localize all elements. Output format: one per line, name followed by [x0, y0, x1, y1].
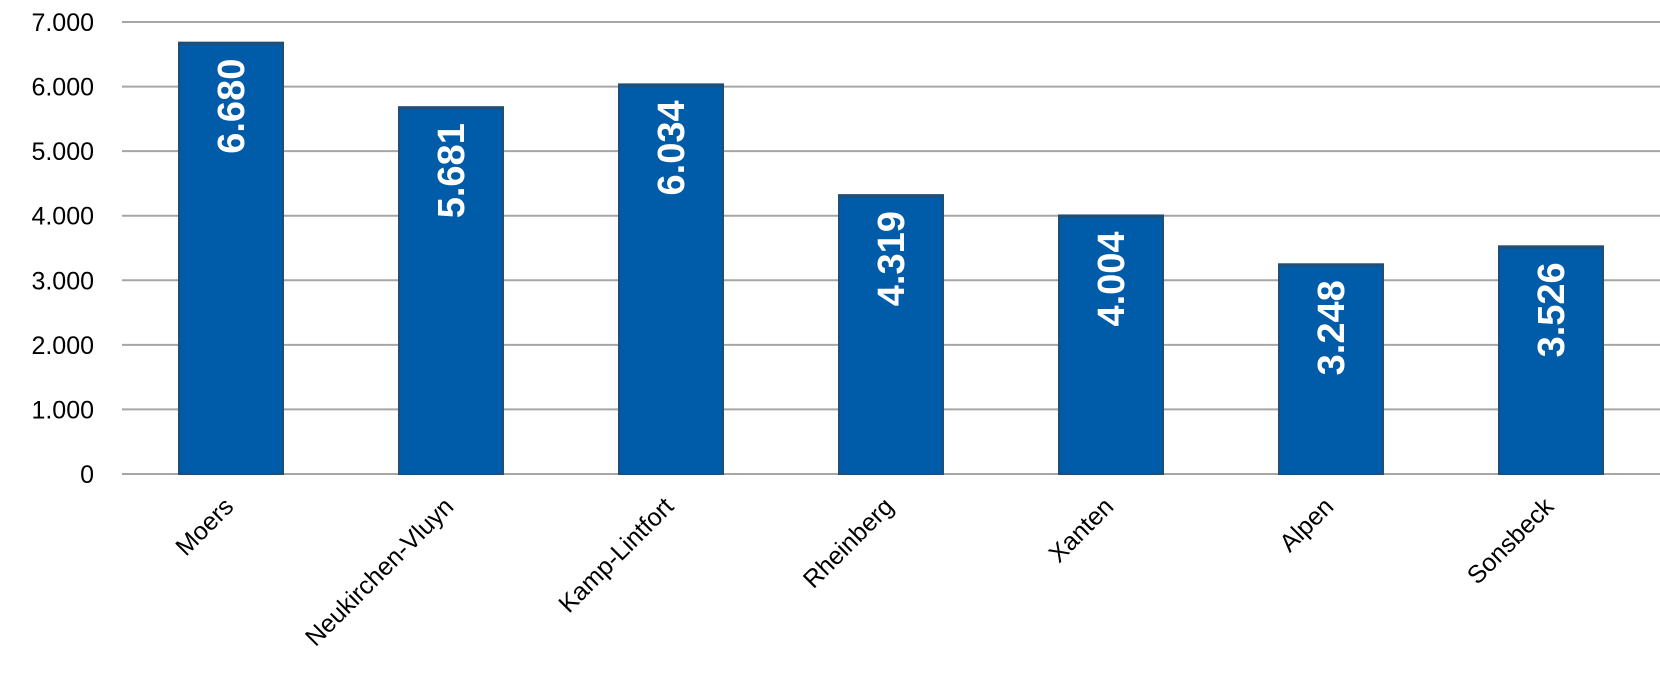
bar-group: 5.681	[398, 106, 504, 476]
bar-group: 3.248	[1278, 263, 1384, 475]
bar	[178, 41, 284, 475]
bar-data-label: 6.680	[211, 59, 253, 154]
y-tick-label: 4.000	[31, 203, 94, 231]
bar-group: 4.319	[838, 194, 944, 475]
bar	[1058, 214, 1164, 475]
y-tick-label: 6.000	[31, 74, 94, 102]
x-tick-label: Rheinberg	[798, 492, 899, 593]
x-tick-label: Kamp-Lintfort	[553, 492, 679, 618]
y-tick-label: 2.000	[31, 332, 94, 360]
x-tick-label: Sonsbeck	[1462, 492, 1560, 590]
bar-group: 6.680	[178, 41, 284, 475]
y-tick-label: 7.000	[31, 9, 94, 37]
bar-data-label: 5.681	[431, 123, 473, 218]
bar-data-label: 3.248	[1311, 280, 1353, 375]
x-tick-label: Moers	[170, 492, 239, 561]
bar-group: 6.034	[618, 83, 724, 475]
bar-data-label: 6.034	[651, 100, 693, 195]
y-axis-tick-labels: 0 1.000 2.000 3.000 4.000 5.000 6.000 7.000	[31, 9, 94, 489]
x-tick-label: Alpen	[1274, 492, 1339, 557]
bar-data-label: 4.004	[1091, 231, 1133, 326]
y-tick-label: 0	[80, 461, 94, 489]
bar-group: 4.004	[1058, 214, 1164, 475]
bar	[1278, 263, 1384, 475]
y-tick-label: 3.000	[31, 267, 94, 295]
bar	[838, 194, 944, 475]
y-tick-label: 1.000	[31, 396, 94, 424]
bar	[1498, 245, 1604, 475]
bar-data-label: 4.319	[871, 211, 913, 306]
x-tick-label: Xanten	[1043, 492, 1119, 568]
bar-data-label: 3.526	[1531, 262, 1573, 357]
bar-group: 3.526	[1498, 245, 1604, 475]
bar	[618, 83, 724, 475]
bars: 6.680 5.681 6.034 4.319 4.004 3.248 3.526	[178, 41, 1604, 476]
x-tick-label: Neukirchen-Vluyn	[300, 492, 459, 651]
x-axis-tick-labels: Moers Neukirchen-Vluyn Kamp-Lintfort Rheinb…	[170, 492, 1559, 652]
y-tick-label: 5.000	[31, 138, 94, 166]
